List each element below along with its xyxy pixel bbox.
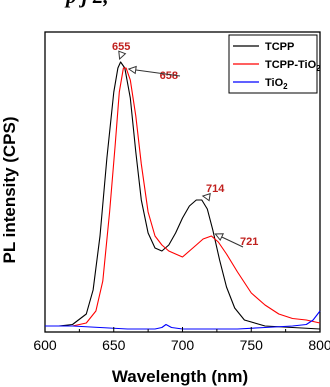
- peak-arrowhead-721: [214, 233, 225, 242]
- series-line-0: [45, 61, 321, 330]
- legend-label-2: TiO2: [265, 77, 288, 91]
- legend: TCPP TCPP-TiO2 TiO2: [228, 34, 321, 94]
- annotation-layer: 655 658 714 721: [112, 41, 258, 248]
- x-axis-title: Wavelength (nm): [112, 367, 248, 386]
- peak-arrowhead-655: [118, 50, 127, 61]
- peak-label-714: 714: [206, 183, 225, 195]
- x-tick-label-700: 700: [171, 337, 195, 353]
- peak-label-658: 658: [160, 70, 178, 82]
- caption-fragment: p j 2,: [66, 0, 109, 9]
- x-tick-label-800: 800: [308, 337, 330, 353]
- x-tick-label-600: 600: [33, 337, 57, 353]
- series-line-1: [45, 67, 321, 327]
- legend-label-0: TCPP: [265, 41, 294, 53]
- peak-arrow-658: [128, 68, 181, 77]
- y-axis-title: PL intensity (CPS): [0, 116, 19, 263]
- x-axis: 600 650 700 750 800: [33, 327, 330, 353]
- peak-label-721: 721: [240, 236, 258, 248]
- peak-arrowhead-658: [127, 65, 137, 75]
- peak-label-655: 655: [112, 41, 130, 53]
- legend-label-1: TCPP-TiO2: [265, 59, 321, 73]
- peak-arrowhead-714: [201, 192, 211, 202]
- x-tick-label-650: 650: [102, 337, 126, 353]
- series-layer: [45, 61, 321, 330]
- x-tick-label-750: 750: [240, 337, 264, 353]
